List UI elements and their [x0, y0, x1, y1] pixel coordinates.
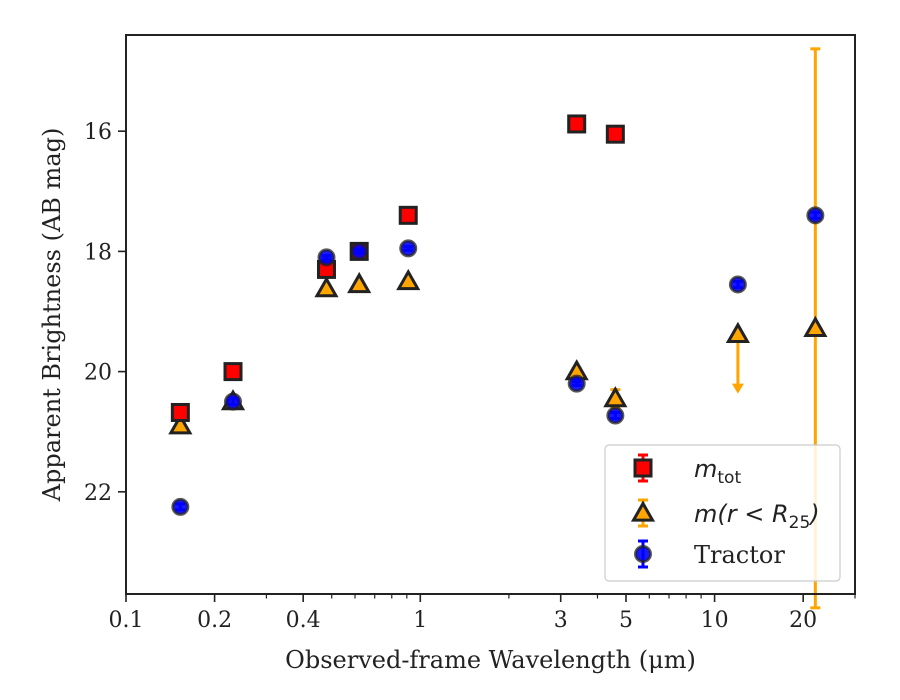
data-point [398, 205, 418, 225]
data-point [399, 239, 418, 258]
legend-entry-tractor: Tractor [634, 539, 785, 569]
legend-marker [634, 545, 652, 563]
data-marks [168, 47, 828, 610]
x-axis-title: Observed-frame Wavelength (μm) [285, 646, 696, 674]
data-point [168, 413, 193, 435]
legend-entry-m-tot: mtot [633, 453, 741, 488]
x-tick-label: 0.2 [197, 608, 232, 633]
y-tick-label: 18 [84, 240, 112, 265]
x-tick-label: 3 [554, 608, 568, 633]
data-point [317, 248, 336, 267]
legend-label: m(r < R25) [694, 500, 820, 533]
legend-marker [633, 458, 653, 478]
data-point [725, 321, 750, 343]
data-point [170, 402, 190, 422]
data-point [606, 406, 625, 425]
data-point [567, 374, 586, 393]
x-tick-label: 0.4 [286, 608, 321, 633]
x-tick-label: 20 [789, 608, 817, 633]
y-tick-label: 22 [84, 481, 112, 506]
legend-label: mtot [694, 455, 741, 488]
axes: 0.1 0.2 0.4 1 3 5 10 20 16 18 20 22 [84, 120, 856, 633]
data-point [603, 386, 628, 408]
data-point [605, 124, 625, 144]
data-point [806, 206, 825, 225]
data-point [171, 497, 190, 516]
data-point [223, 362, 243, 382]
data-point [314, 276, 339, 298]
data-point [396, 268, 421, 291]
x-tick-label: 5 [619, 608, 633, 633]
data-point [803, 315, 828, 337]
x-tick-label: 10 [701, 608, 729, 633]
legend: mtot m(r < R25) Tractor [604, 444, 841, 582]
legend-marker [630, 500, 656, 522]
series-tractor [171, 206, 825, 516]
y-tick-label: 16 [84, 120, 112, 145]
legend-box [604, 444, 841, 582]
upper-limit-arrowhead [731, 383, 744, 394]
y-tick-label: 20 [84, 361, 112, 386]
data-point [347, 271, 372, 294]
legend-entry-m-r-r-25: m(r < R25) [630, 498, 820, 533]
x-tick-label: 0.1 [109, 608, 144, 633]
x-tick-label: 1 [413, 608, 427, 633]
data-point [567, 114, 587, 134]
data-point [728, 275, 747, 294]
y-axis-title: Apparent Brightness (AB mag) [38, 128, 66, 503]
plot-frame [125, 34, 856, 595]
data-point [350, 242, 369, 261]
legend-label: Tractor [694, 541, 785, 569]
data-point [224, 392, 243, 411]
